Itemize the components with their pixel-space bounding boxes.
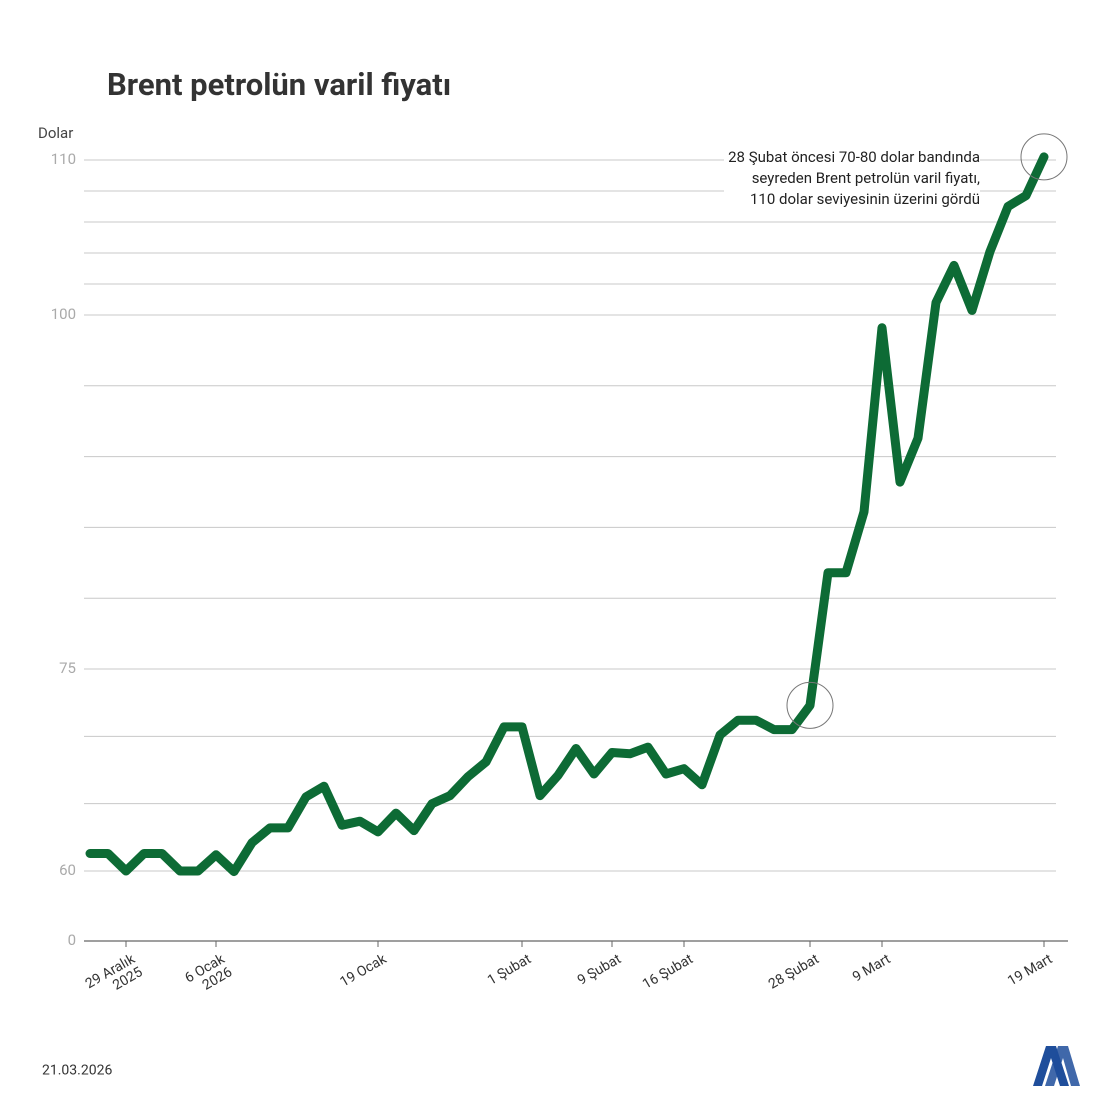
annotation: 28 Şubat öncesi 70-80 dolar bandında sey… [724, 147, 980, 210]
footer-date: 21.03.2026 [42, 1063, 112, 1079]
price-line [85, 152, 1049, 877]
y-tick-label: 60 [59, 861, 76, 879]
y-tick-label: 0 [68, 931, 76, 949]
y-tick-label: 100 [51, 305, 76, 323]
y-tick-label: 110 [51, 150, 76, 168]
chart-title: Brent petrolün varil fiyatı [107, 66, 451, 103]
highlight-circle [786, 681, 834, 729]
y-tick-label: 75 [59, 659, 76, 677]
logo [1033, 1046, 1080, 1086]
highlight-circle [1020, 133, 1068, 181]
y-axis-label: Dolar [38, 124, 73, 142]
